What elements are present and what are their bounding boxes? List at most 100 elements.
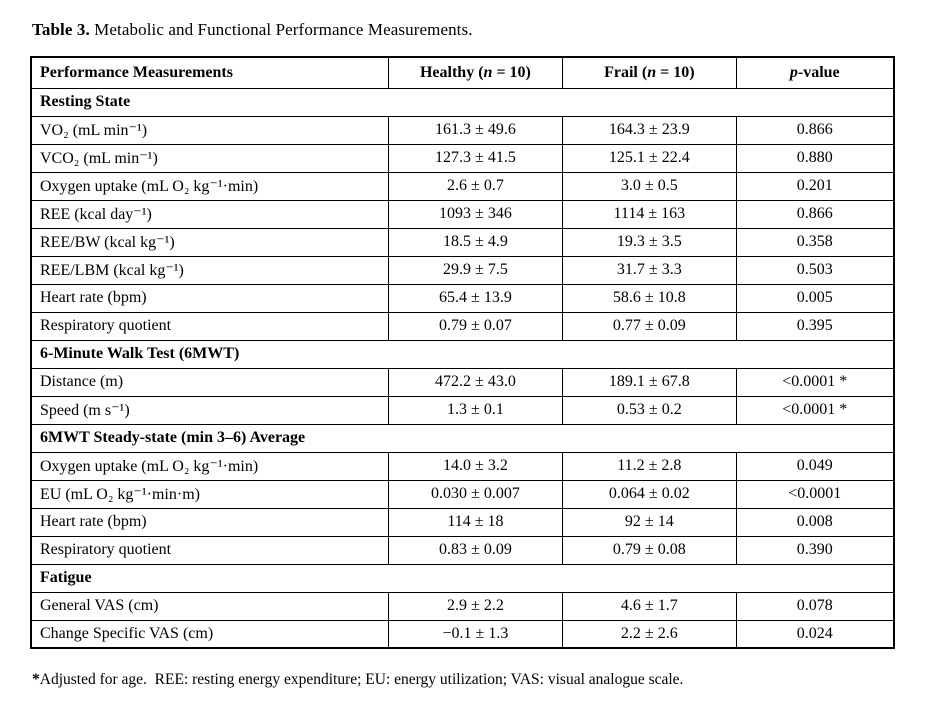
row-label: Distance (m) [30, 367, 389, 397]
cell-healthy: 0.79 ± 0.07 [387, 311, 564, 341]
row-label: Oxygen uptake (mL O₂ kg⁻¹·min) [30, 451, 389, 481]
cell-healthy: 127.3 ± 41.5 [387, 143, 564, 173]
cell-frail: 125.1 ± 22.4 [562, 143, 737, 173]
table-row-eu: EU (mL O₂ kg⁻¹·min·m) 0.030 ± 0.007 0.06… [30, 479, 895, 509]
row-label: VO₂ (mL min⁻¹) [30, 115, 389, 145]
row-label: General VAS (cm) [30, 591, 389, 621]
cell-frail: 0.77 ± 0.09 [562, 311, 737, 341]
row-label: Speed (m s⁻¹) [30, 395, 389, 425]
row-label: Respiratory quotient [30, 535, 389, 565]
section-header-steady-state: 6MWT Steady-state (min 3–6) Average [30, 423, 895, 453]
footnote-marker: * [32, 671, 40, 688]
table-row-vo2: VO₂ (mL min⁻¹) 161.3 ± 49.6 164.3 ± 23.9… [30, 115, 895, 145]
cell-pvalue: 0.880 [735, 143, 895, 173]
column-header-frail: Frail (n = 10) [562, 56, 737, 89]
cell-frail: 1114 ± 163 [562, 199, 737, 229]
row-label: Change Specific VAS (cm) [30, 619, 389, 649]
cell-healthy: −0.1 ± 1.3 [387, 619, 564, 649]
table-row-ree: REE (kcal day⁻¹) 1093 ± 346 1114 ± 163 0… [30, 199, 895, 229]
cell-pvalue: 0.503 [735, 255, 895, 285]
table-row-change-specific-vas: Change Specific VAS (cm) −0.1 ± 1.3 2.2 … [30, 619, 895, 649]
cell-pvalue: <0.0001 * [735, 367, 895, 397]
cell-pvalue: 0.395 [735, 311, 895, 341]
cell-healthy: 2.9 ± 2.2 [387, 591, 564, 621]
cell-pvalue: 0.358 [735, 227, 895, 257]
column-header-healthy: Healthy (n = 10) [387, 56, 564, 89]
table-row-distance: Distance (m) 472.2 ± 43.0 189.1 ± 67.8 <… [30, 367, 895, 397]
cell-healthy: 0.030 ± 0.007 [387, 479, 564, 509]
row-label: VCO₂ (mL min⁻¹) [30, 143, 389, 173]
table-row-oxygen-uptake-6mwt: Oxygen uptake (mL O₂ kg⁻¹·min) 14.0 ± 3.… [30, 451, 895, 481]
table-row-ree-bw: REE/BW (kcal kg⁻¹) 18.5 ± 4.9 19.3 ± 3.5… [30, 227, 895, 257]
cell-pvalue: 0.008 [735, 507, 895, 537]
cell-healthy: 2.6 ± 0.7 [387, 171, 564, 201]
cell-healthy: 18.5 ± 4.9 [387, 227, 564, 257]
table-caption-label: Table 3. [32, 20, 90, 39]
header-italic-n: n [483, 63, 493, 81]
cell-healthy: 29.9 ± 7.5 [387, 255, 564, 285]
table-row-heart-rate-rest: Heart rate (bpm) 65.4 ± 13.9 58.6 ± 10.8… [30, 283, 895, 313]
cell-frail: 31.7 ± 3.3 [562, 255, 737, 285]
header-text: Healthy ( [419, 63, 484, 81]
section-header-fatigue: Fatigue [30, 563, 895, 593]
cell-frail: 2.2 ± 2.6 [562, 619, 737, 649]
section-row-resting-state: Resting State [30, 87, 895, 117]
section-header-resting-state: Resting State [30, 87, 895, 117]
header-italic-p: p [789, 63, 798, 81]
header-row: Performance Measurements Healthy (n = 10… [30, 56, 895, 89]
table-row-respiratory-quotient-6mwt: Respiratory quotient 0.83 ± 0.09 0.79 ± … [30, 535, 895, 565]
cell-pvalue: 0.049 [735, 451, 895, 481]
table-row-heart-rate-6mwt: Heart rate (bpm) 114 ± 18 92 ± 14 0.008 [30, 507, 895, 537]
cell-frail: 11.2 ± 2.8 [562, 451, 737, 481]
section-row-fatigue: Fatigue [30, 563, 895, 593]
header-text: -value [797, 63, 840, 81]
table-row-general-vas: General VAS (cm) 2.9 ± 2.2 4.6 ± 1.7 0.0… [30, 591, 895, 621]
table-row-vco2: VCO₂ (mL min⁻¹) 127.3 ± 41.5 125.1 ± 22.… [30, 143, 895, 173]
row-label: REE/BW (kcal kg⁻¹) [30, 227, 389, 257]
footnote-text: Adjusted for age. REE: resting energy ex… [39, 671, 684, 688]
column-header-pvalue: p-value [735, 56, 895, 89]
cell-pvalue: 0.078 [735, 591, 895, 621]
cell-frail: 19.3 ± 3.5 [562, 227, 737, 257]
cell-healthy: 14.0 ± 3.2 [387, 451, 564, 481]
cell-healthy: 114 ± 18 [387, 507, 564, 537]
row-label: Heart rate (bpm) [30, 507, 389, 537]
header-italic-n: n [647, 63, 657, 81]
header-text: = 10) [492, 63, 531, 81]
section-row-steady-state: 6MWT Steady-state (min 3–6) Average [30, 423, 895, 453]
column-header-measurements: Performance Measurements [30, 56, 389, 89]
row-label: EU (mL O₂ kg⁻¹·min·m) [30, 479, 389, 509]
section-row-6mwt: 6-Minute Walk Test (6MWT) [30, 339, 895, 369]
table-row-speed: Speed (m s⁻¹) 1.3 ± 0.1 0.53 ± 0.2 <0.00… [30, 395, 895, 425]
table-row-ree-lbm: REE/LBM (kcal kg⁻¹) 29.9 ± 7.5 31.7 ± 3.… [30, 255, 895, 285]
header-text: = 10) [656, 63, 695, 81]
table-row-oxygen-uptake-rest: Oxygen uptake (mL O₂ kg⁻¹·min) 2.6 ± 0.7… [30, 171, 895, 201]
table-caption-text: Metabolic and Functional Performance Mea… [89, 20, 473, 39]
row-label: Heart rate (bpm) [30, 283, 389, 313]
cell-healthy: 161.3 ± 49.6 [387, 115, 564, 145]
cell-healthy: 1.3 ± 0.1 [387, 395, 564, 425]
cell-healthy: 472.2 ± 43.0 [387, 367, 564, 397]
cell-healthy: 0.83 ± 0.09 [387, 535, 564, 565]
cell-frail: 189.1 ± 67.8 [562, 367, 737, 397]
cell-pvalue: 0.866 [735, 115, 895, 145]
cell-frail: 0.79 ± 0.08 [562, 535, 737, 565]
row-label: REE/LBM (kcal kg⁻¹) [30, 255, 389, 285]
row-label: Respiratory quotient [30, 311, 389, 341]
cell-frail: 0.53 ± 0.2 [562, 395, 737, 425]
cell-healthy: 1093 ± 346 [387, 199, 564, 229]
table-row-respiratory-quotient-rest: Respiratory quotient 0.79 ± 0.07 0.77 ± … [30, 311, 895, 341]
cell-pvalue: 0.024 [735, 619, 895, 649]
cell-frail: 164.3 ± 23.9 [562, 115, 737, 145]
row-label: REE (kcal day⁻¹) [30, 199, 389, 229]
performance-table: Performance Measurements Healthy (n = 10… [30, 56, 895, 649]
header-text: Frail ( [604, 63, 648, 81]
cell-frail: 58.6 ± 10.8 [562, 283, 737, 313]
cell-pvalue: 0.390 [735, 535, 895, 565]
table-caption: Table 3. Metabolic and Functional Perfor… [32, 20, 473, 40]
cell-frail: 4.6 ± 1.7 [562, 591, 737, 621]
cell-pvalue: 0.866 [735, 199, 895, 229]
cell-frail: 92 ± 14 [562, 507, 737, 537]
cell-pvalue: 0.005 [735, 283, 895, 313]
